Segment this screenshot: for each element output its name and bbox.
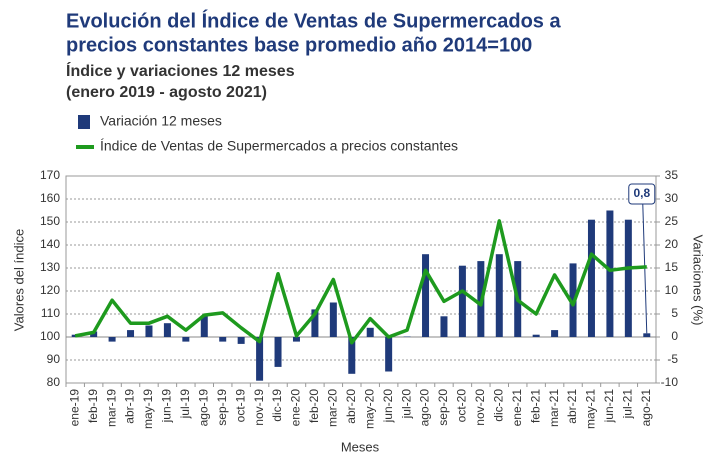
x-tick-label: jul-20 xyxy=(399,389,413,420)
x-tick-label: may-21 xyxy=(584,389,598,429)
bar xyxy=(108,337,116,342)
y2-tick-label: 0 xyxy=(671,329,678,343)
x-tick-label: mar-19 xyxy=(104,389,118,427)
label-box xyxy=(628,183,656,205)
bar xyxy=(145,325,153,337)
bar xyxy=(551,330,559,337)
data-label: 0,8 xyxy=(633,186,650,200)
bar xyxy=(311,309,319,337)
x-tick-label: feb-19 xyxy=(86,389,100,423)
y-tick-label: 170 xyxy=(40,168,60,182)
bar xyxy=(606,210,614,337)
x-tick-label: ago-21 xyxy=(639,389,653,427)
bar xyxy=(624,219,632,337)
x-tick-label: sep-19 xyxy=(215,389,229,426)
y-tick-label: 90 xyxy=(47,352,61,366)
bar xyxy=(385,337,393,372)
y-tick-label: 110 xyxy=(41,306,60,320)
bar xyxy=(292,337,300,342)
y2-tick-label: 30 xyxy=(665,191,679,205)
chart-subtitle: Índice y variaciones 12 meses xyxy=(66,61,295,80)
y-tick-label: 80 xyxy=(47,375,61,389)
x-tick-label: ago-20 xyxy=(418,389,432,427)
x-tick-label: dic-20 xyxy=(491,389,505,422)
y2-tick-label: -5 xyxy=(667,352,678,366)
legend-swatch xyxy=(78,115,90,129)
bar xyxy=(440,316,448,337)
y-tick-label: 130 xyxy=(40,260,60,274)
x-tick-label: ene-19 xyxy=(67,389,81,427)
bar xyxy=(587,219,595,337)
y2-tick-label: 25 xyxy=(665,214,679,228)
y-axis-label: Valores del índice xyxy=(11,229,26,331)
x-tick-label: nov-19 xyxy=(252,389,266,426)
x-tick-label: dic-19 xyxy=(270,389,284,422)
x-tick-label: may-19 xyxy=(141,389,155,429)
bar xyxy=(182,337,190,342)
bar xyxy=(643,333,651,337)
x-tick-label: jul-21 xyxy=(621,389,635,420)
x-tick-label: ene-20 xyxy=(289,389,303,427)
bar xyxy=(348,337,356,374)
y2-axis-label: Variaciones (%) xyxy=(691,235,706,326)
bar xyxy=(458,265,466,337)
x-tick-label: abr-21 xyxy=(565,389,579,424)
x-tick-label: ene-21 xyxy=(510,389,524,427)
bar xyxy=(422,254,430,337)
x-tick-label: oct-19 xyxy=(233,389,247,423)
chart-subtitle: (enero 2019 - agosto 2021) xyxy=(66,84,267,101)
y2-tick-label: 5 xyxy=(671,306,678,320)
bar xyxy=(256,337,264,381)
line xyxy=(74,219,647,345)
x-tick-label: jun-19 xyxy=(160,389,174,424)
bar xyxy=(532,334,540,337)
y-tick-label: 140 xyxy=(40,237,60,251)
x-tick-label: may-20 xyxy=(362,389,376,429)
y-tick-label: 120 xyxy=(40,283,60,297)
chart-title: precios constantes base promedio año 201… xyxy=(66,34,532,56)
x-tick-label: mar-21 xyxy=(547,389,561,427)
x-tick-label: feb-20 xyxy=(307,389,321,423)
legend-label: Índice de Ventas de Supermercados a prec… xyxy=(100,138,458,154)
x-tick-label: nov-20 xyxy=(473,389,487,426)
bar xyxy=(163,323,171,337)
bar xyxy=(90,331,98,337)
chart-title: Evolución del Índice de Ventas de Superm… xyxy=(66,9,561,32)
x-tick-label: abr-20 xyxy=(344,389,358,424)
x-tick-label: oct-20 xyxy=(455,389,469,423)
bar xyxy=(495,254,503,337)
y2-tick-label: 15 xyxy=(665,260,679,274)
y2-tick-label: 20 xyxy=(665,237,679,251)
x-tick-label: jun-20 xyxy=(381,389,395,424)
y2-tick-label: 10 xyxy=(665,283,679,297)
y2-tick-label: -10 xyxy=(661,375,679,389)
y-tick-label: 100 xyxy=(40,329,60,343)
x-tick-label: feb-21 xyxy=(528,389,542,423)
x-tick-label: mar-20 xyxy=(326,389,340,427)
x-tick-label: sep-20 xyxy=(436,389,450,426)
y-tick-label: 160 xyxy=(40,191,60,205)
legend-label: Variación 12 meses xyxy=(100,113,222,129)
x-axis-label: Meses xyxy=(341,439,380,454)
x-tick-label: abr-19 xyxy=(123,389,137,424)
bar xyxy=(127,330,135,337)
bar xyxy=(274,337,282,367)
bar xyxy=(237,337,245,344)
y2-tick-label: 35 xyxy=(665,168,679,182)
y-tick-label: 150 xyxy=(40,214,60,228)
x-tick-label: ago-19 xyxy=(196,389,210,427)
bar xyxy=(329,302,337,337)
bar xyxy=(366,327,374,337)
plot-area xyxy=(65,175,657,384)
x-tick-label: jul-19 xyxy=(178,389,192,420)
x-tick-label: jun-21 xyxy=(602,389,616,424)
bar xyxy=(200,316,208,337)
bar xyxy=(219,337,227,342)
